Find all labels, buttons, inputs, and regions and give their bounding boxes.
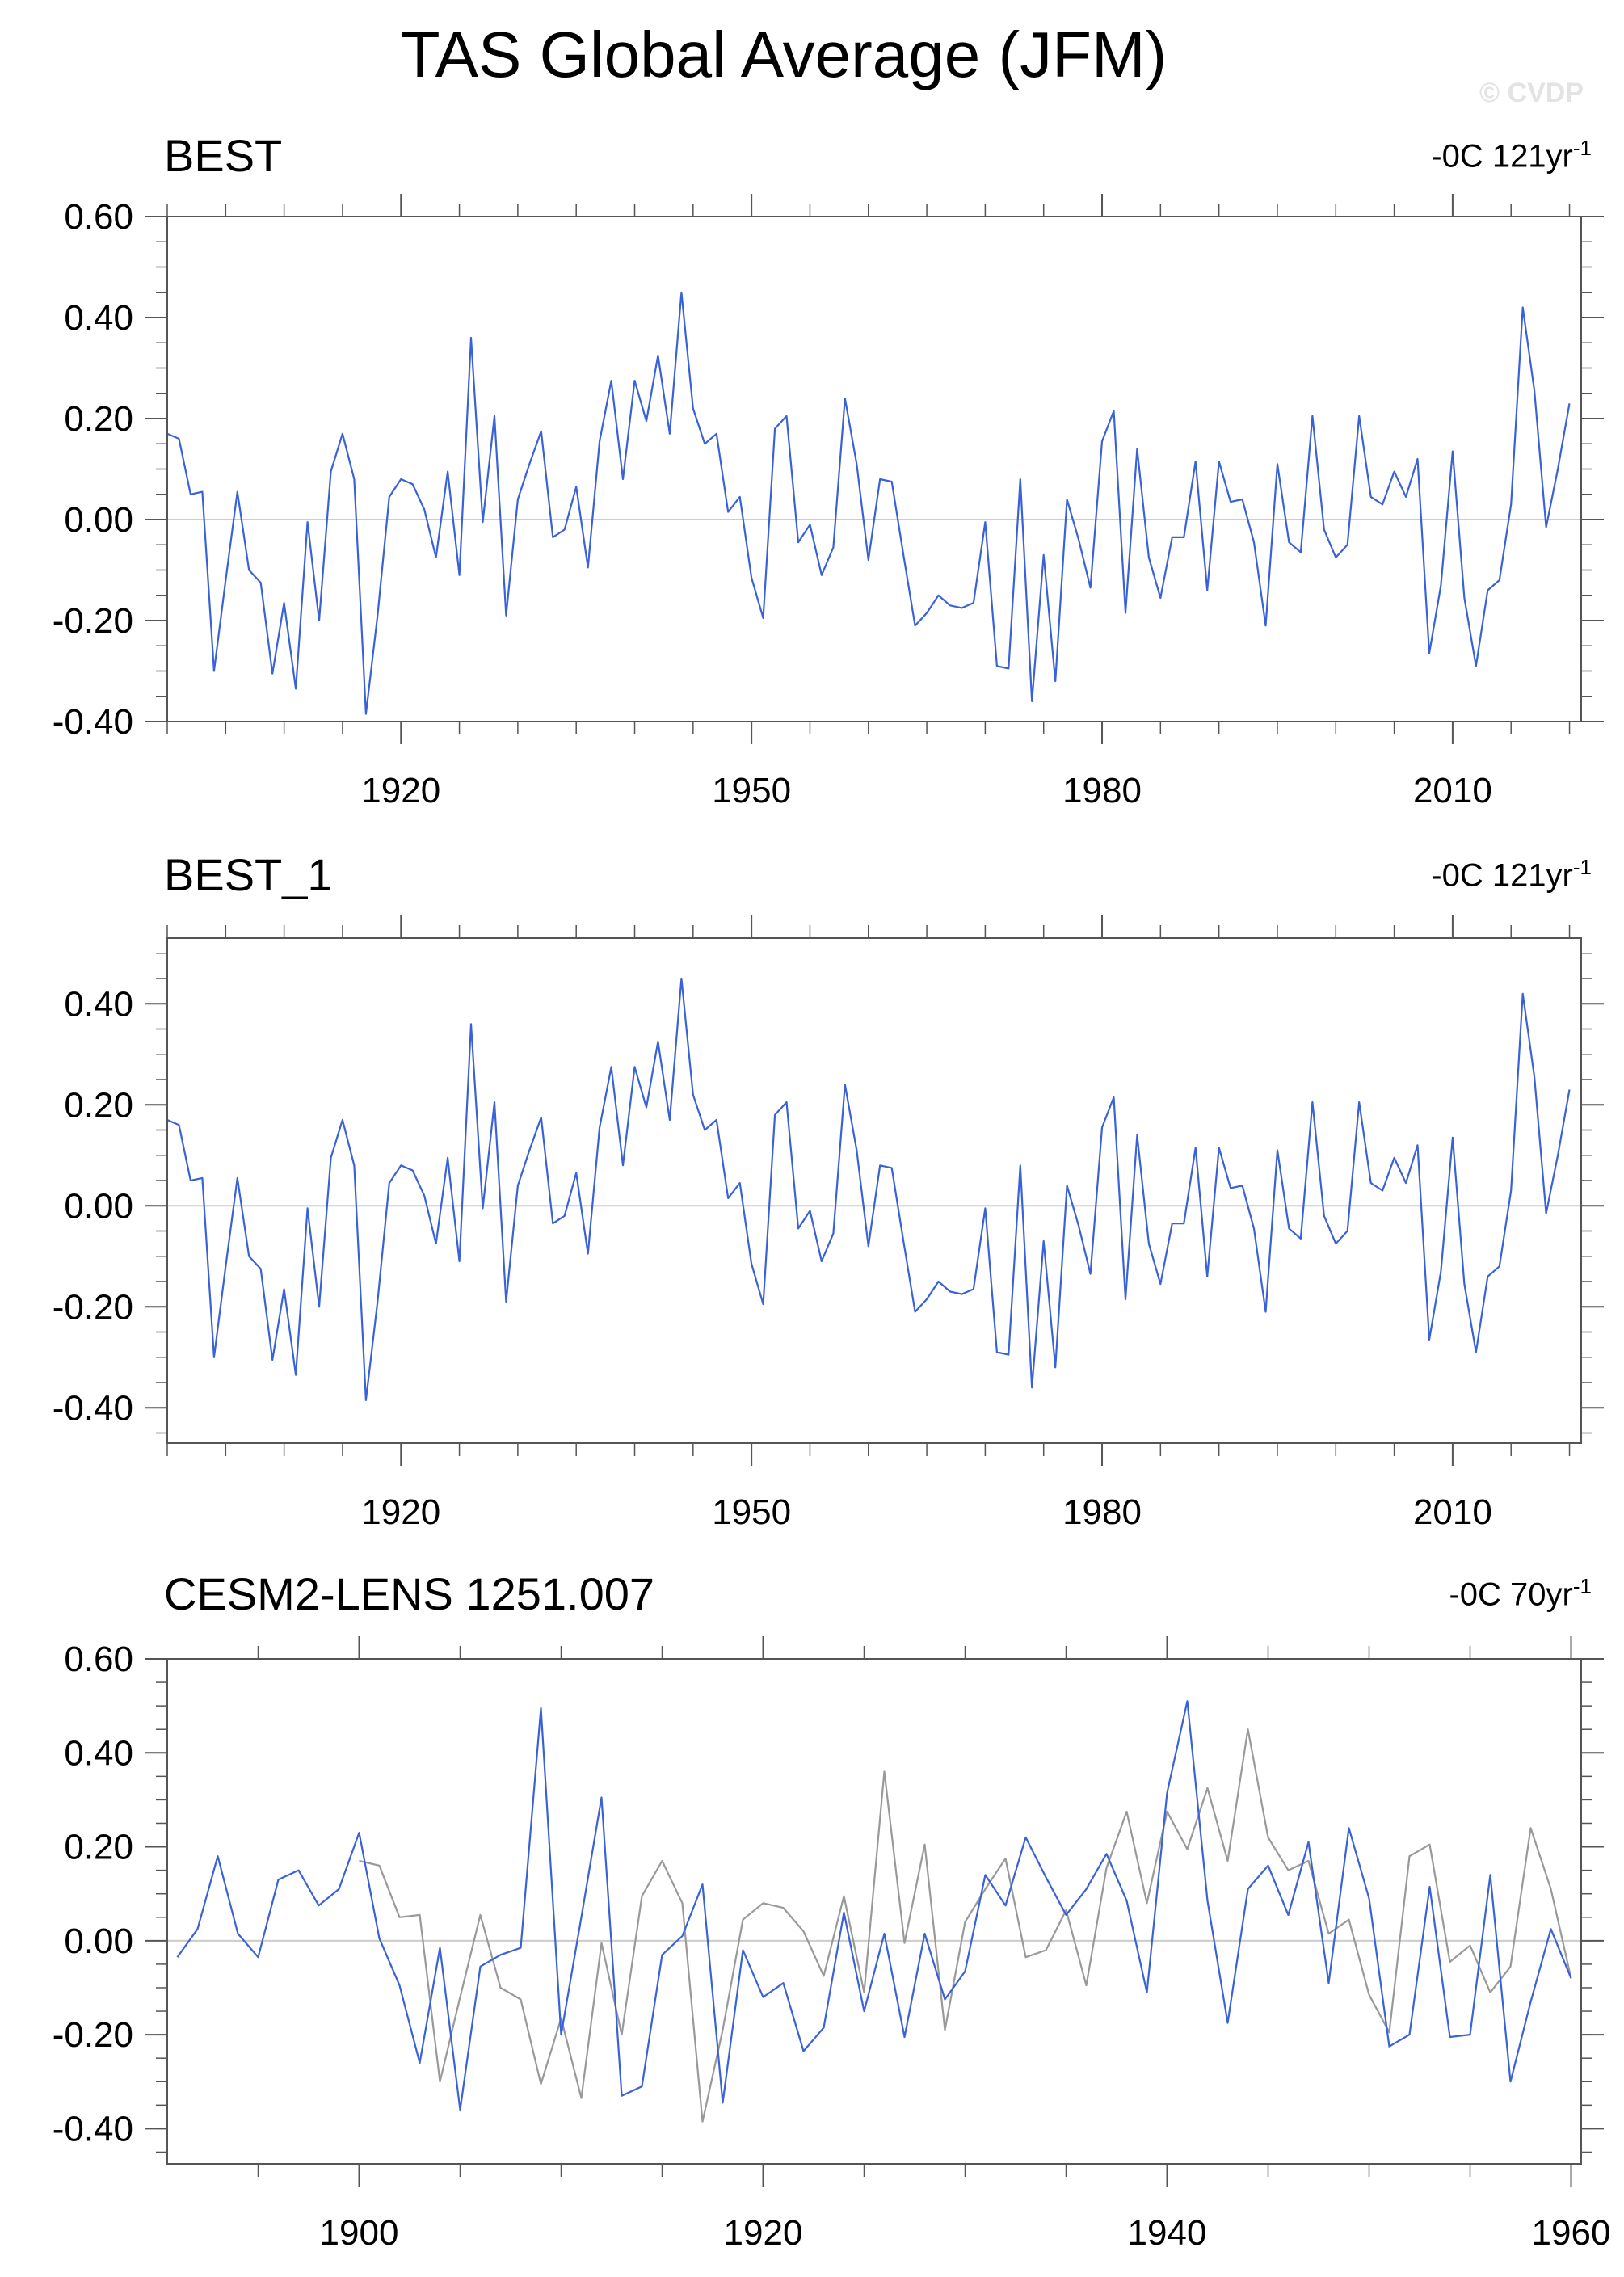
panel-2-x-tick-label: 1920 [361, 1492, 440, 1532]
figure-title: TAS Global Average (JFM) [400, 19, 1168, 90]
panel-1-y-tick-label: 0.40 [64, 298, 133, 338]
panel-1-y-tick-label: -0.20 [53, 601, 133, 641]
panel-3-y-tick-label: 0.40 [64, 1733, 133, 1773]
panel-2-y-tick-label: -0.40 [53, 1388, 133, 1428]
panel-1-y-tick-label: 0.00 [64, 500, 133, 540]
panel-3-y-tick-label: 0.00 [64, 1921, 133, 1961]
panel-1-y-tick-label: 0.20 [64, 399, 133, 439]
panel-1-plot-frame [166, 216, 1582, 722]
panel-1-x-tick-label: 2010 [1413, 771, 1492, 810]
watermark-text: © CVDP [1479, 78, 1584, 108]
panel-3-trend-exponent: -1 [1572, 1574, 1592, 1598]
panel-3-title: CESM2-LENS 1251.007 [164, 1568, 655, 1619]
panel-2-y-tick-label: 0.20 [64, 1085, 133, 1125]
panel-1-x-tick-label: 1980 [1062, 771, 1142, 810]
panel-3-x-tick-label: 1900 [320, 2213, 399, 2253]
panel-3-y-tick-label: -0.20 [53, 2015, 133, 2055]
panel-1-trend-exponent: -1 [1572, 136, 1592, 160]
panel-1-series-1-line [166, 291, 1571, 715]
panel-2-y-tick-label: -0.20 [53, 1287, 133, 1327]
panel-3-trend-text: -0C 70yr [1449, 1576, 1573, 1613]
panel-1-trend-text: -0C 121yr [1431, 138, 1573, 175]
panel-3-x-tick-label: 1960 [1532, 2213, 1611, 2253]
panel-1-x-tick-label: 1920 [361, 771, 440, 810]
panel-1-title: BEST [164, 130, 283, 181]
panel-1-y-tick-label: -0.40 [53, 702, 133, 742]
panel-2-trend-text: -0C 121yr [1431, 857, 1573, 894]
panel-2-title: BEST_1 [164, 849, 333, 900]
panel-3-trend-label: -0C 70yr-1 [1449, 1574, 1592, 1613]
panel-3-series-2-line [176, 1700, 1572, 2111]
panel-3-y-tick-label: 0.20 [64, 1828, 133, 1867]
panel-2-y-tick-label: 0.00 [64, 1186, 133, 1226]
panel-2-x-tick-label: 1950 [712, 1492, 791, 1532]
panel-1-y-tick-label: 0.60 [64, 197, 133, 237]
panel-2-plot-frame [166, 937, 1582, 1444]
panel-2-y-tick-label: 0.40 [64, 984, 133, 1024]
panel-2-series-1-line [166, 977, 1571, 1402]
panel-2-trend-exponent: -1 [1572, 855, 1592, 879]
panel-3-plot-frame [166, 1658, 1582, 2165]
panel-3-x-tick-label: 1920 [724, 2213, 803, 2253]
panel-1-x-tick-label: 1950 [712, 771, 791, 810]
panel-2-trend-label: -0C 121yr-1 [1431, 855, 1592, 894]
panel-2-x-tick-label: 2010 [1413, 1492, 1492, 1532]
panel-2-x-tick-label: 1980 [1062, 1492, 1142, 1532]
panel-3-y-tick-label: -0.40 [53, 2109, 133, 2149]
panel-3-series-1-line [359, 1728, 1572, 2123]
panel-1-trend-label: -0C 121yr-1 [1431, 136, 1592, 175]
panel-3-y-tick-label: 0.60 [64, 1639, 133, 1679]
panel-3-x-tick-label: 1940 [1128, 2213, 1207, 2253]
